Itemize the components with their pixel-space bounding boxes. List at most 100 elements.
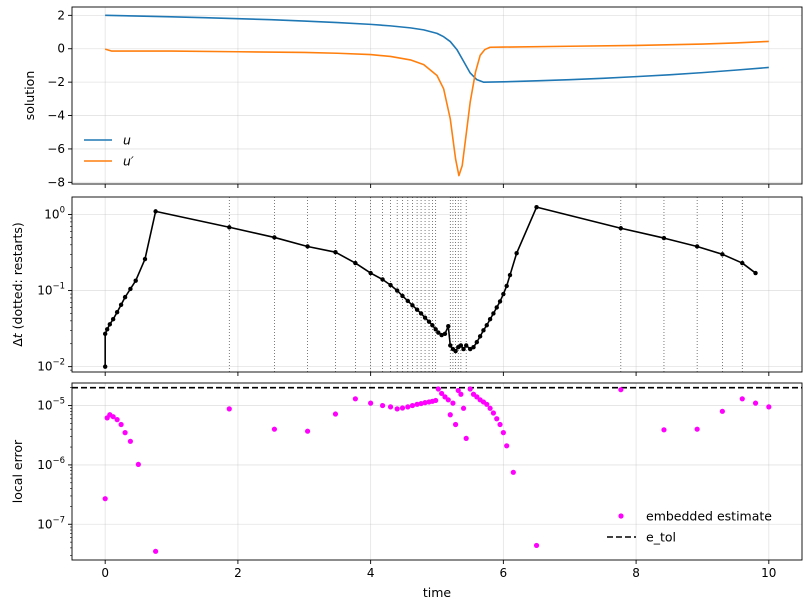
data-point [110,414,116,420]
y-tick-label: 2 [57,8,65,22]
data-point [107,322,113,327]
data-point [271,426,278,432]
legend-label-1: embedded estimate [646,509,772,524]
data-point [445,397,451,403]
data-point [694,244,700,249]
data-point [118,421,124,428]
data-point [122,294,128,300]
plot-area [102,197,758,372]
data-point [487,405,493,411]
data-point [467,386,473,392]
data-point [490,410,497,416]
data-point [405,404,411,410]
data-point [380,277,385,282]
axes-frame [71,382,803,561]
legend-label-2: e_tol [646,530,676,545]
data-point [452,421,459,428]
data-point [719,408,725,414]
y-tick-label: 10−5 [37,397,65,413]
data-point [497,299,503,304]
data-point [394,288,400,293]
data-point [102,364,108,369]
data-point [418,400,424,407]
data-point [484,323,489,328]
data-point [618,226,624,231]
data-point [422,315,428,320]
data-point [153,548,159,554]
data-point [497,421,503,428]
data-point [448,343,453,348]
data-point [102,331,108,337]
data-point [110,317,116,322]
data-point [135,461,141,468]
y-tick-label: −8 [47,175,65,189]
data-point [460,405,467,411]
data-point [388,282,393,288]
legend: embedded estimate e_tol [607,509,772,545]
legend-label-1: u [123,133,131,148]
data-point [104,327,110,332]
data-point [501,291,506,297]
data-point [500,430,506,436]
data-point [752,400,759,406]
data-point [368,270,373,276]
data-point [661,427,667,433]
x-tick-label: 0 [101,566,109,580]
data-point [114,417,120,423]
panel-1: u u′ 2 0 −2 −4 −6 −8 solution [22,6,803,189]
axes-frame [71,6,803,185]
data-point [387,404,394,410]
y-tick-label: 100 [44,206,65,222]
data-point [128,286,133,292]
data-point [379,402,386,409]
y-tick-label: 10−2 [37,358,65,374]
data-point [153,209,158,214]
y-axis-label: Δt (dotted: restarts) [10,222,25,347]
x-tick-label: 8 [632,566,640,580]
data-point [481,328,486,333]
data-point [514,251,519,256]
data-point [484,401,490,407]
data-point [739,396,745,402]
data-point [447,412,453,418]
data-point [467,346,473,352]
x-tick-label: 4 [367,566,375,580]
data-point [436,330,441,335]
data-point [464,343,469,348]
data-point [766,404,772,410]
data-point [118,302,124,308]
x-tick-label: 2 [234,566,242,580]
data-point [439,390,445,397]
data-point [450,400,456,406]
data-point [455,387,461,394]
data-point [414,401,420,407]
data-point [442,331,448,337]
data-point [418,311,424,316]
data-point [477,334,483,339]
data-point [352,396,358,402]
data-point [494,305,499,310]
data-point [333,249,338,255]
y-tick-label: −2 [47,75,65,89]
data-point [304,428,311,434]
data-point [494,416,500,422]
data-point [409,402,416,409]
panel-3: embedded estimate e_tol 0 2 4 6 8 10 10−7 10−6 10−… [10,382,803,600]
x-tick-label: 10 [761,566,776,580]
data-point [422,400,428,406]
data-point [353,260,358,266]
legend: u u′ [84,133,134,169]
data-point [740,260,745,266]
data-point [399,405,406,411]
data-point [618,387,624,393]
data-point [661,235,667,241]
data-point [122,430,128,436]
data-point [414,307,420,312]
plot-area [104,14,769,177]
data-point [133,278,138,283]
y-tick-label: 10−1 [37,282,65,298]
data-point [504,443,510,449]
x-tick-label: 6 [500,566,508,580]
panel-2: 10−2 10−1 100 Δt (dotted: restarts) [10,196,803,376]
